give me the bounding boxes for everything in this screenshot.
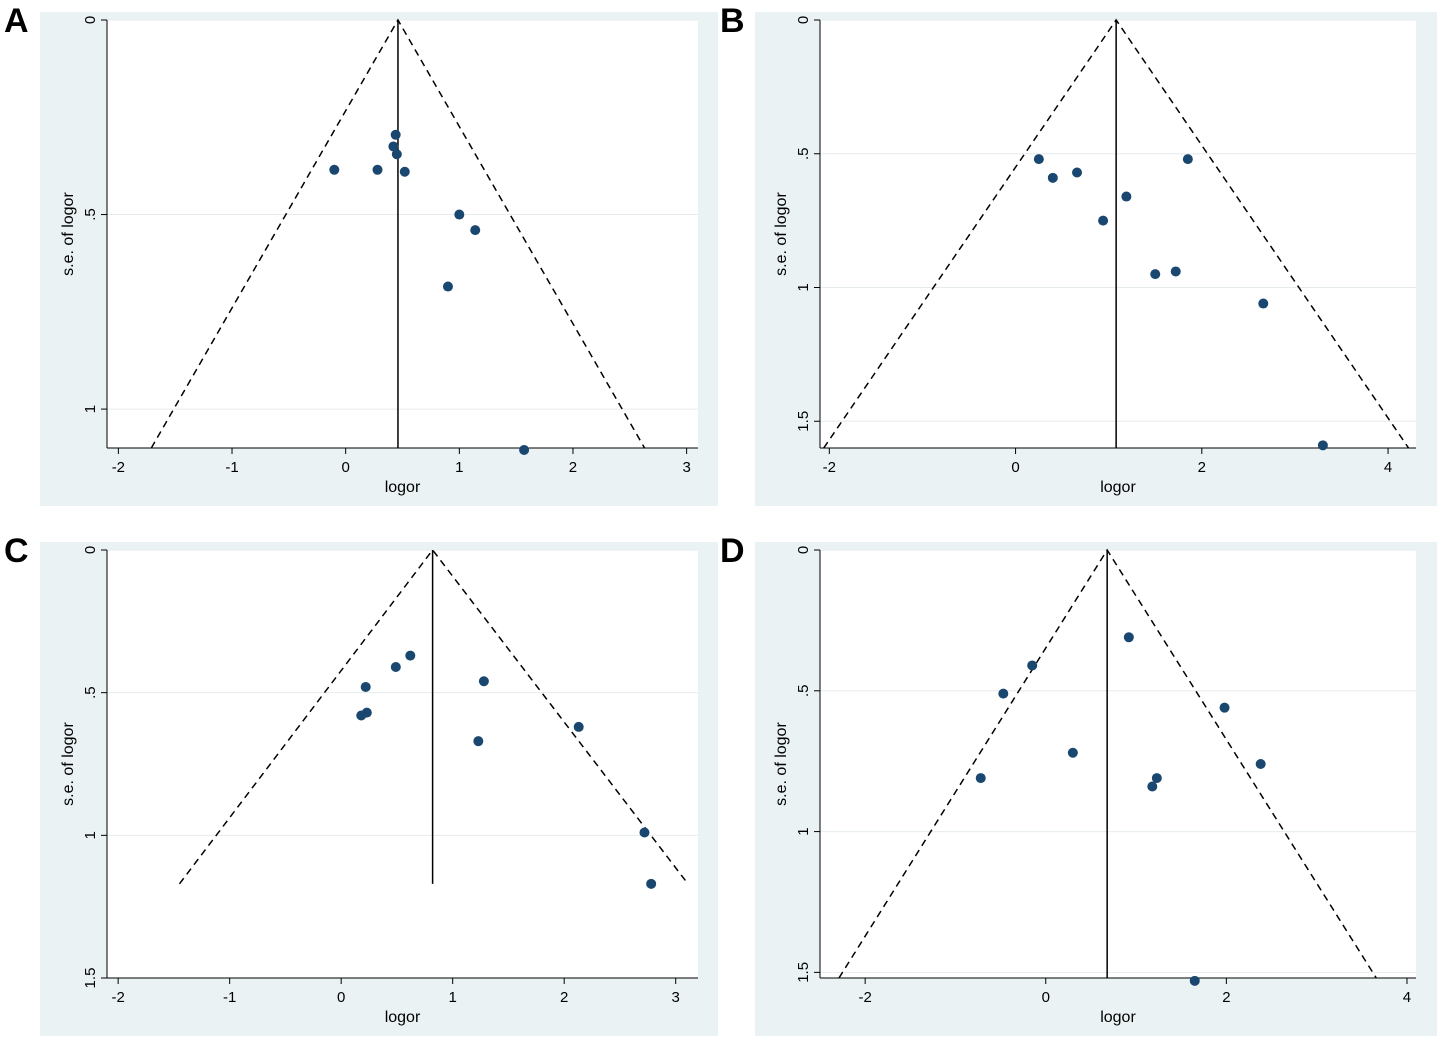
study-point-b-6 (1170, 266, 1181, 277)
study-point-c-9 (646, 878, 657, 889)
x-tick-label-c-2: 0 (337, 989, 345, 1006)
x-tick-label-d-3: 4 (1403, 989, 1411, 1006)
study-point-c-7 (573, 721, 584, 732)
y-tick-label-b-0: 0 (795, 16, 812, 24)
study-point-a-7 (470, 225, 481, 236)
study-point-d-3 (1067, 747, 1078, 758)
study-point-d-7 (1189, 975, 1200, 986)
x-tick-label-a-4: 2 (569, 459, 577, 476)
plot-area-b (820, 20, 1416, 448)
x-tick-label-a-1: -1 (225, 459, 238, 476)
x-tick-label-b-3: 4 (1384, 459, 1392, 476)
x-tick-label-d-2: 2 (1222, 989, 1230, 1006)
y-axis-title-d: s.e. of logor (773, 722, 790, 806)
y-tick-label-d-1: .5 (795, 685, 812, 698)
y-tick-label-b-1: .5 (795, 147, 812, 160)
plot-area-d (820, 550, 1416, 978)
x-axis-title-c: logor (385, 1009, 421, 1026)
study-point-a-8 (442, 281, 453, 292)
x-tick-label-c-5: 3 (672, 989, 680, 1006)
study-point-b-3 (1098, 215, 1109, 226)
study-point-a-3 (390, 129, 401, 140)
y-tick-label-b-3: 1.5 (795, 411, 812, 432)
y-tick-label-d-2: 1 (795, 827, 812, 835)
study-point-c-3 (390, 661, 401, 672)
study-point-c-8 (639, 827, 650, 838)
x-tick-label-a-5: 3 (682, 459, 690, 476)
x-tick-label-c-0: -2 (111, 989, 124, 1006)
panel-letter-b: B (720, 2, 745, 40)
y-tick-label-c-1: .5 (82, 686, 99, 699)
funnel-plot-c-svg: 0 .5 1 1.5 -2 -1 0 1 2 3 logor s.e. of logor (40, 542, 718, 1036)
funnel-plot-d-svg: 0 .5 1 1.5 -2 0 2 4 logor s.e. of logor (755, 542, 1437, 1036)
panel-letter-c: C (4, 532, 29, 570)
x-tick-label-d-0: -2 (858, 989, 871, 1006)
study-point-d-6 (1151, 773, 1162, 784)
study-point-b-9 (1317, 440, 1328, 451)
y-tick-label-a-2: 1 (82, 405, 99, 413)
y-tick-label-a-1: .5 (82, 208, 99, 221)
panel-letter-a: A (4, 2, 29, 40)
funnel-limits-c (178, 548, 689, 885)
study-point-c-5 (473, 736, 484, 747)
plot-area-a (107, 20, 698, 448)
study-point-d-2 (1027, 660, 1038, 671)
x-tick-label-d-1: 0 (1042, 989, 1050, 1006)
study-point-c-2 (361, 707, 372, 718)
study-point-a-1 (372, 164, 383, 175)
study-point-b-1 (1047, 172, 1058, 183)
study-point-b-7 (1182, 154, 1193, 165)
y-tick-label-c-3: 1.5 (82, 968, 99, 989)
y-axis-title-c: s.e. of logor (60, 722, 77, 806)
x-axis-title-a: logor (385, 479, 421, 496)
x-tick-label-c-4: 2 (560, 989, 568, 1006)
y-tick-label-d-0: 0 (795, 546, 812, 554)
study-point-d-9 (1255, 759, 1266, 769)
study-point-b-4 (1121, 191, 1132, 202)
study-point-a-4 (391, 149, 402, 160)
y-axis-title-a: s.e. of logor (60, 192, 77, 276)
study-point-a-9 (519, 444, 530, 455)
plot-area-c (107, 550, 698, 978)
funnel-plot-a-svg: 0 .5 1 -2 -1 0 1 2 3 logor s.e. of logor (40, 12, 718, 506)
study-point-a-5 (399, 166, 410, 177)
y-tick-label-c-0: 0 (82, 546, 99, 554)
y-tick-label-a-0: 0 (82, 16, 99, 24)
study-point-c-6 (478, 676, 489, 687)
x-tick-label-c-1: -1 (223, 989, 236, 1006)
x-tick-label-a-2: 0 (342, 459, 350, 476)
x-tick-label-c-3: 1 (449, 989, 457, 1006)
x-tick-label-a-3: 1 (455, 459, 463, 476)
y-tick-label-b-2: 1 (795, 283, 812, 291)
x-axis-title-d: logor (1100, 1009, 1136, 1026)
study-point-b-2 (1072, 167, 1083, 178)
panel-letter-d: D (720, 532, 745, 570)
study-point-b-5 (1150, 269, 1161, 280)
study-point-a-2 (388, 141, 399, 152)
study-point-b-8 (1258, 298, 1269, 309)
study-point-a-6 (454, 209, 465, 220)
funnel-plot-b-svg: 0 .5 1 1.5 -2 0 2 4 logor s.e. of logor (755, 12, 1437, 506)
study-point-d-4 (1123, 632, 1134, 643)
study-point-a-0 (329, 164, 340, 175)
y-axis-title-b: s.e. of logor (773, 192, 790, 276)
study-point-d-0 (975, 773, 986, 784)
study-point-d-8 (1219, 702, 1230, 713)
y-tick-label-c-2: 1 (82, 831, 99, 839)
study-point-d-1 (998, 688, 1009, 699)
y-tick-label-d-3: 1.5 (795, 962, 812, 983)
x-axis-title-b: logor (1100, 479, 1136, 496)
x-tick-label-b-1: 0 (1011, 459, 1019, 476)
x-tick-label-a-0: -2 (112, 459, 125, 476)
x-tick-label-b-0: -2 (823, 459, 836, 476)
study-point-c-1 (360, 681, 371, 692)
study-point-d-5 (1147, 781, 1158, 792)
study-point-b-0 (1033, 154, 1044, 165)
x-tick-label-b-2: 2 (1198, 459, 1206, 476)
study-point-c-4 (405, 650, 416, 661)
